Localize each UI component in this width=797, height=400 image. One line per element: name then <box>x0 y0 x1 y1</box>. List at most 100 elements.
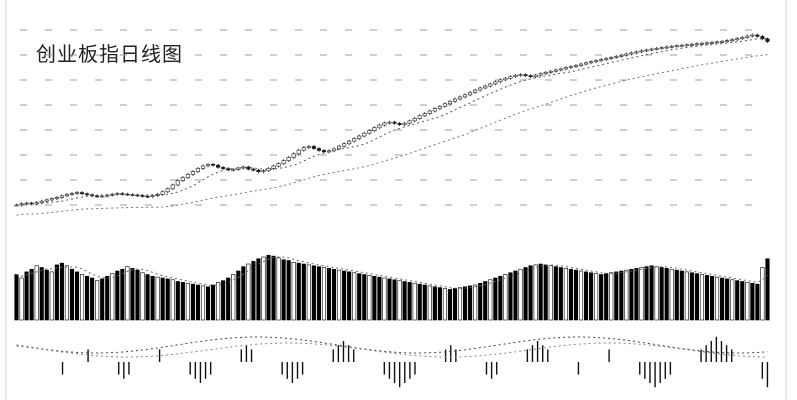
volume-bar <box>699 274 705 321</box>
candle-body <box>478 87 483 91</box>
volume-bar <box>437 287 442 321</box>
volume-bar <box>578 270 584 321</box>
candle-body <box>342 143 347 147</box>
volume-bar <box>342 270 347 321</box>
volume-bar <box>614 271 619 321</box>
candle-body <box>548 70 553 73</box>
candle-body <box>412 118 417 122</box>
candle-body <box>614 55 619 58</box>
volume-bar <box>221 280 226 321</box>
volume-bar <box>725 278 730 321</box>
candle-body <box>417 115 422 119</box>
volume-bar <box>594 273 599 321</box>
candle-body <box>256 169 261 173</box>
volume-bar <box>74 271 80 321</box>
candle-body <box>765 38 770 42</box>
candle-body <box>236 167 241 170</box>
volume-bar <box>226 277 231 321</box>
volume-bar <box>246 263 251 321</box>
candle-body <box>44 199 49 202</box>
volume-panel <box>14 254 770 321</box>
volume-bar <box>190 283 195 321</box>
volume-bar <box>422 284 427 321</box>
volume-bar <box>387 278 392 321</box>
candle-body <box>750 34 755 37</box>
volume-bar <box>755 283 760 321</box>
candle-body <box>316 148 321 151</box>
volume-bar <box>533 264 538 321</box>
volume-bar <box>271 255 276 321</box>
candle-body <box>367 130 372 134</box>
volume-bar <box>140 272 145 321</box>
candle-body <box>457 96 463 100</box>
volume-bar <box>34 265 39 321</box>
volume-bar <box>64 265 69 321</box>
candle-body <box>352 138 357 142</box>
volume-bar <box>367 275 372 321</box>
candle-body <box>720 41 725 43</box>
volume-bar <box>397 280 402 321</box>
volume-bar <box>216 282 221 321</box>
price-panel <box>14 33 770 216</box>
candle-body <box>755 34 760 37</box>
volume-bar <box>69 268 75 321</box>
volume-bar <box>180 282 185 321</box>
volume-bar <box>29 268 34 321</box>
volume-bar <box>347 271 352 321</box>
volume-bar <box>115 270 120 321</box>
candle-body <box>573 65 579 67</box>
volume-bar <box>362 274 367 321</box>
candle-body <box>483 85 488 89</box>
volume-bar <box>125 266 130 321</box>
volume-bar <box>236 270 241 321</box>
candle-body <box>407 120 412 124</box>
volume-bar <box>473 284 478 321</box>
candle-body <box>160 191 165 195</box>
volume-bar <box>276 257 281 321</box>
candle-body <box>523 74 528 76</box>
volume-bar <box>200 285 206 321</box>
volume-bar <box>90 277 95 321</box>
candle-body <box>195 168 201 172</box>
volume-bar <box>432 286 437 321</box>
candle-body <box>452 98 458 102</box>
volume-bar <box>306 264 311 321</box>
volume-bar <box>478 282 483 321</box>
volume-bar <box>679 270 684 321</box>
volume-bar <box>589 272 594 321</box>
ma-line <box>16 38 768 206</box>
candle-body <box>180 177 185 182</box>
volume-bar <box>720 277 725 321</box>
volume-bar <box>538 263 543 321</box>
candle-body <box>276 163 281 167</box>
volume-bar <box>715 276 720 321</box>
candle-body <box>538 73 543 76</box>
candle-body <box>49 198 54 201</box>
candle-body <box>488 83 493 87</box>
candle-body <box>730 39 735 42</box>
candle-body <box>170 184 175 190</box>
candle-body <box>64 194 69 197</box>
gridlines <box>20 29 770 206</box>
volume-bar <box>316 266 321 321</box>
volume-bar <box>59 262 64 321</box>
candle-body <box>150 195 155 197</box>
candle-body <box>402 122 407 125</box>
candle-body <box>296 149 301 155</box>
candle-body <box>79 192 85 195</box>
candle-body <box>442 103 447 107</box>
candle-body <box>221 167 226 169</box>
volume-bar <box>110 273 115 321</box>
candle-body <box>704 42 710 45</box>
candle-body <box>54 197 59 199</box>
candle-body <box>518 74 523 76</box>
candle-body <box>528 75 533 78</box>
candle-body <box>306 146 311 148</box>
candle-body <box>649 48 654 51</box>
volume-bar <box>195 284 201 321</box>
candle-body <box>740 37 745 39</box>
volume-bar <box>407 282 412 321</box>
volume-bar <box>483 281 488 321</box>
volume-bar <box>427 285 432 321</box>
volume-bar <box>211 284 216 321</box>
